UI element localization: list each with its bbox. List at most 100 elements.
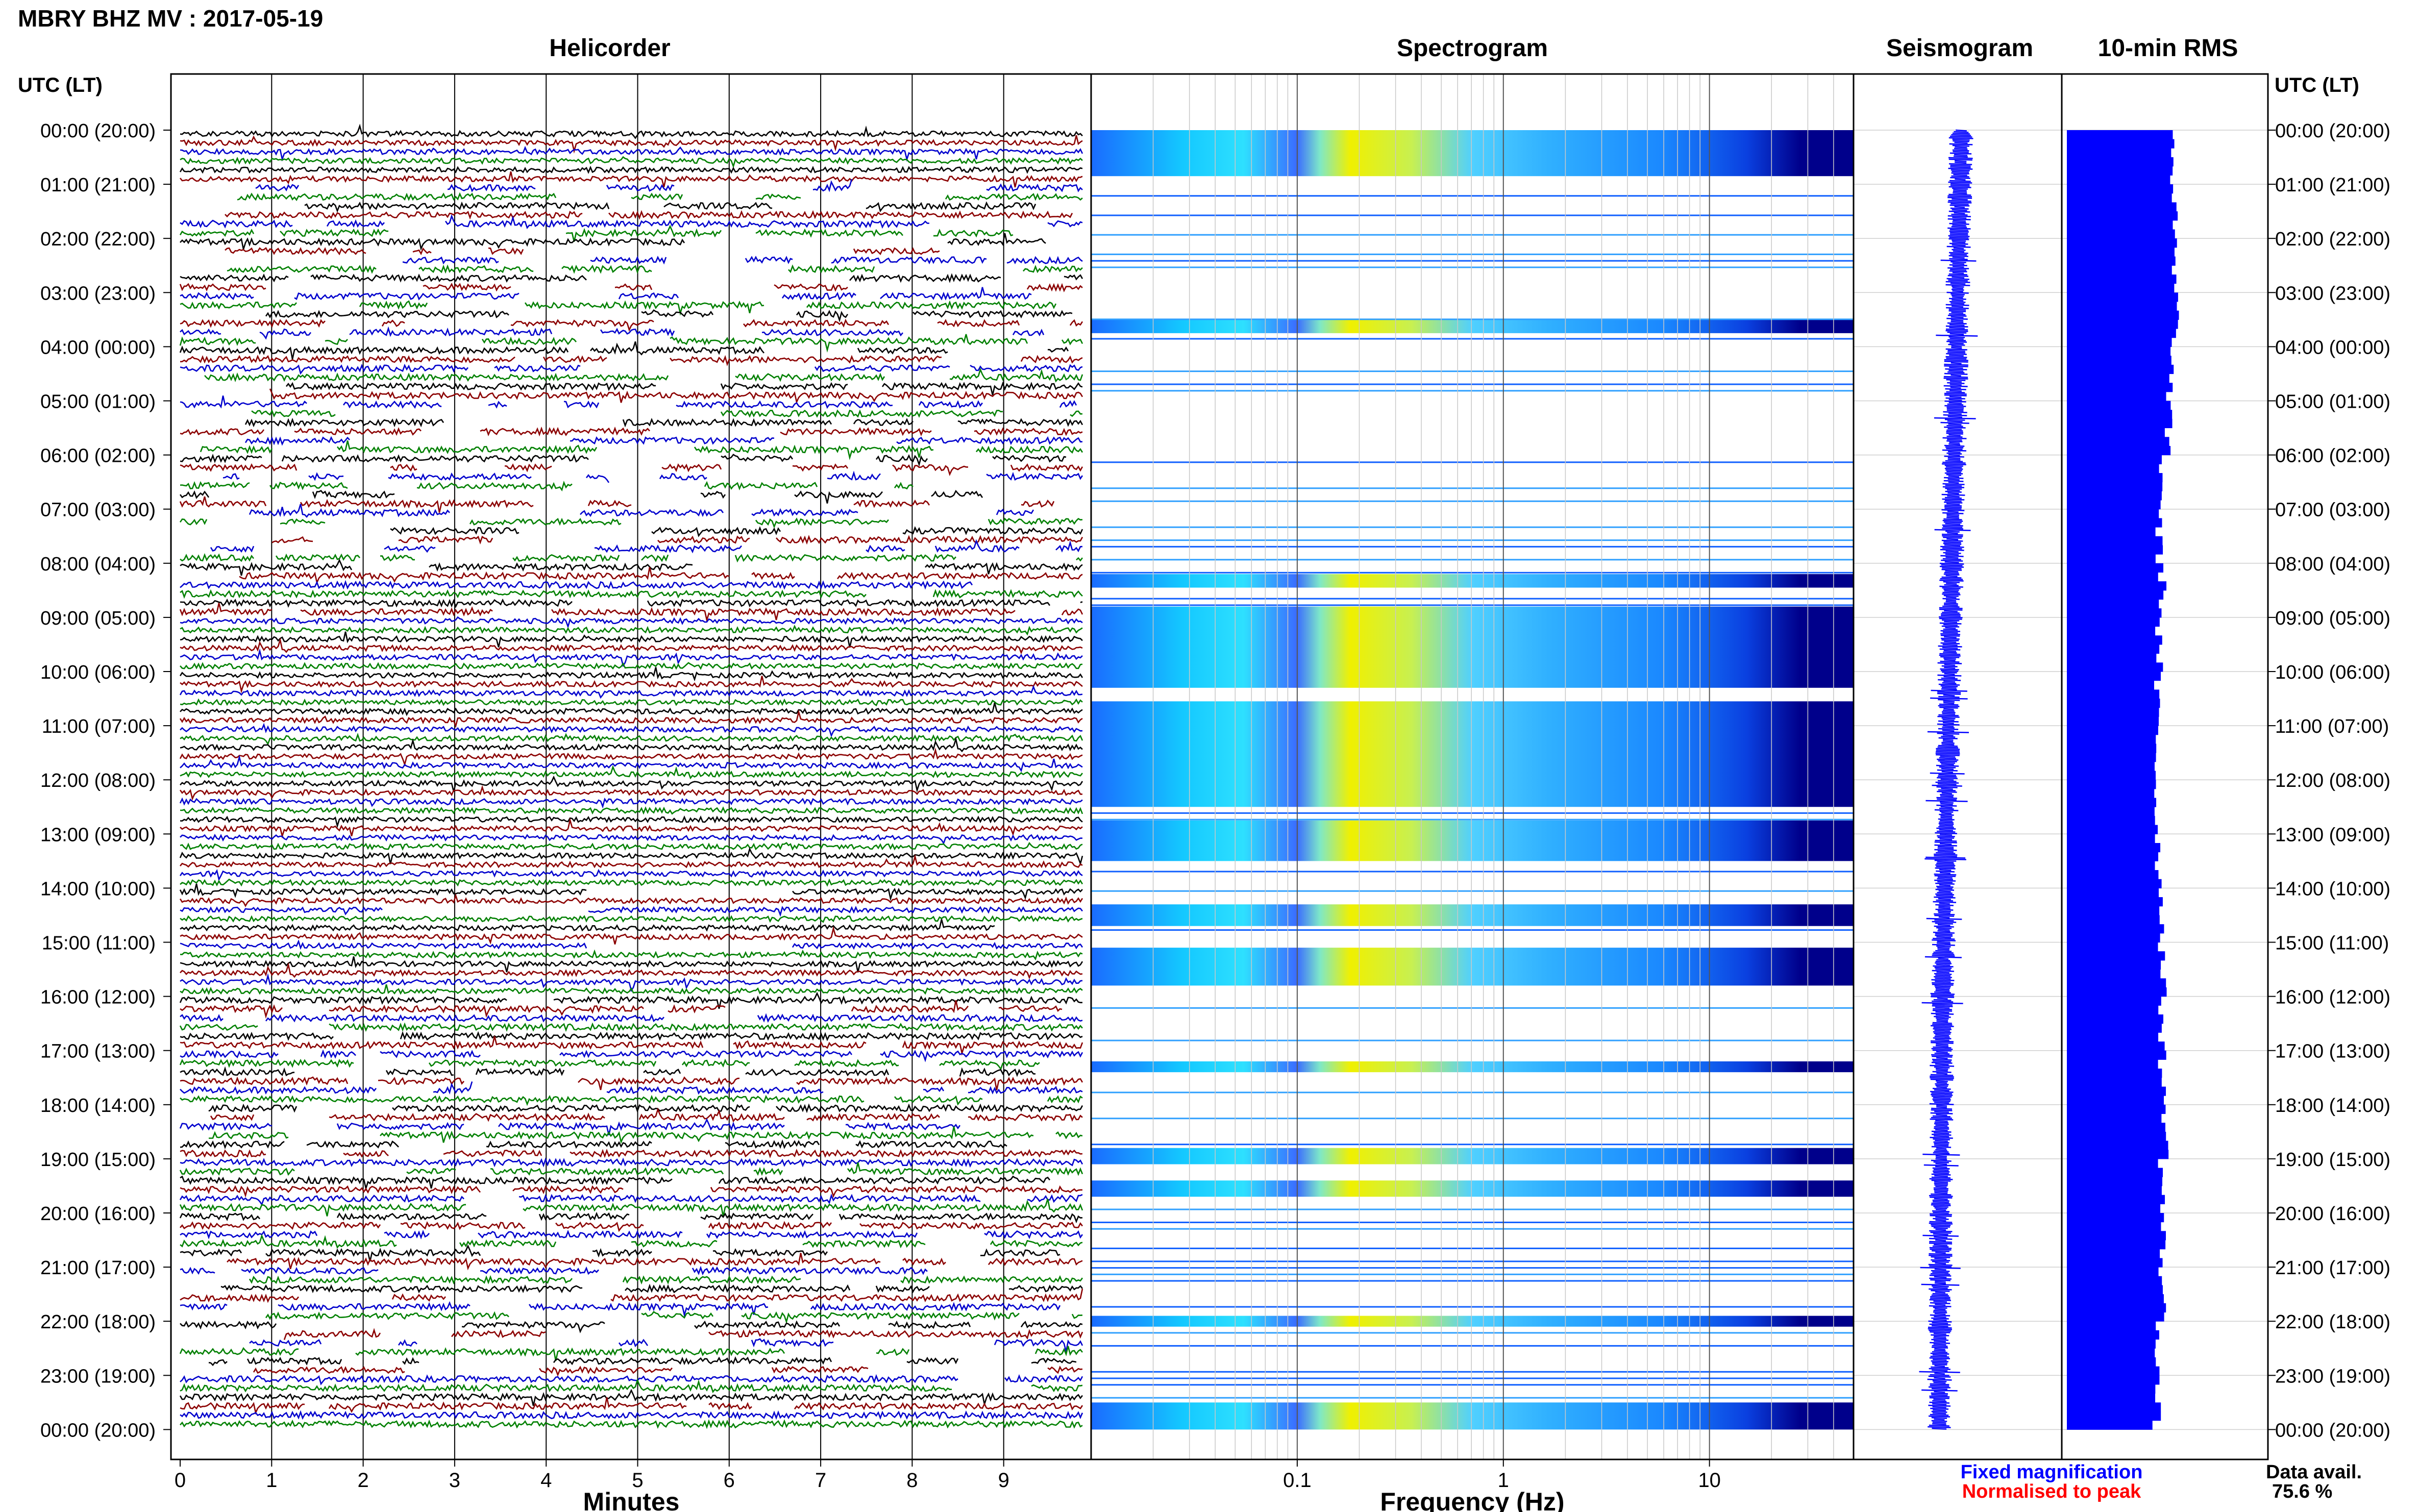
rms-bar [2067, 1375, 2160, 1385]
x-axis-ticks: 0 1 2 3 4 5 6 7 8 9 0.1 1 10 [175, 1459, 1721, 1492]
rms-bar [2067, 1177, 2163, 1186]
time-label-right: 14:00 (10:00) [2275, 878, 2390, 900]
helicorder-trace [180, 300, 1057, 316]
rms-bar [2067, 1249, 2160, 1258]
helicorder-trace [180, 354, 1083, 366]
spectrogram-stripe [1091, 1247, 1854, 1249]
spectrogram-band [1091, 820, 1854, 861]
helicorder-traces [179, 123, 1083, 1429]
rms-bar [2067, 1348, 2155, 1358]
time-label-right: 10:00 (06:00) [2275, 662, 2390, 683]
helicorder-trace [180, 723, 1083, 738]
helicorder-trace [180, 1081, 1083, 1095]
helicorder-trace [237, 192, 1083, 202]
time-label-right: 02:00 (22:00) [2275, 229, 2390, 250]
helicorder-trace [265, 1310, 1083, 1324]
helicorder-trace [253, 1366, 1083, 1377]
rms-bar [2067, 310, 2179, 320]
helicorder-trace [179, 1118, 961, 1135]
helicorder-trace [180, 984, 1083, 995]
helicorder-trace [180, 973, 1083, 993]
time-label-right: 06:00 (02:00) [2275, 445, 2390, 467]
helicorder-trace [180, 949, 1083, 961]
seismogram-trace [1919, 129, 1978, 1430]
helicorder-trace [180, 156, 1083, 169]
spectrogram-stripe [1091, 1397, 1854, 1399]
rms-bar [2067, 662, 2163, 672]
helicorder-trace [179, 992, 1082, 1009]
rms-bar [2067, 238, 2177, 248]
helicorder-trace [179, 893, 1083, 907]
spectrogram-stripe [1091, 1377, 1854, 1379]
helicorder-trace [180, 841, 1083, 851]
time-label-right: 19:00 (15:00) [2275, 1149, 2390, 1171]
rms-bar [2067, 1113, 2162, 1123]
helicorder-trace [265, 309, 1073, 323]
helicorder-trace [180, 1229, 1083, 1240]
rms-bar [2067, 626, 2156, 636]
spectrogram-stripe [1091, 390, 1854, 392]
helicorder-trace [180, 1244, 1060, 1262]
rms-bar [2067, 256, 2176, 266]
spectrogram-stripe [1091, 929, 1854, 931]
helicorder-trace [249, 1338, 1083, 1352]
minute-tick-label: 1 [266, 1469, 277, 1492]
time-label-left: 11:00 (07:00) [42, 716, 156, 737]
helicorder-trace [180, 1049, 1083, 1062]
helicorder-trace [180, 363, 1083, 375]
rms-bar [2067, 1213, 2164, 1223]
rms-bar [2067, 292, 2178, 302]
rms-bar [2067, 1420, 2153, 1430]
helicorder-trace [179, 1162, 1083, 1176]
seismogram-panel [1854, 129, 2062, 1430]
rms-bar [2067, 771, 2156, 780]
spectrogram-stripe [1091, 214, 1854, 216]
rms-bar [2067, 301, 2177, 311]
helicorder-trace [180, 662, 1083, 671]
helicorder-trace [180, 598, 1083, 608]
spectrogram-stripe [1091, 1092, 1854, 1094]
spectrogram-stripe [1091, 572, 1854, 574]
helicorder-trace [180, 580, 973, 590]
rms-bar [2067, 130, 2173, 140]
minutes-axis-label: Minutes [583, 1488, 680, 1512]
rms-bar [2067, 175, 2170, 185]
helicorder-trace [180, 631, 1083, 648]
time-label-left: 14:00 (10:00) [40, 878, 156, 900]
spectrogram-stripe [1091, 1228, 1854, 1230]
rms-bar [2067, 563, 2164, 573]
rms-bar [2067, 1231, 2166, 1241]
rms-bar [2067, 1339, 2156, 1349]
time-label-right: 17:00 (13:00) [2275, 1041, 2390, 1062]
helicorder-trace [179, 489, 983, 504]
rms-bar [2067, 319, 2178, 329]
time-label-left: 00:00 (20:00) [40, 120, 156, 142]
rms-bar [2067, 428, 2165, 437]
rms-bar [2067, 933, 2160, 943]
rms-bar [2067, 743, 2157, 753]
helicorder-trace [180, 1374, 1083, 1385]
helicorder-trace [180, 1266, 928, 1276]
spectrogram-stripe [1091, 1007, 1854, 1009]
time-label-left: 07:00 (03:00) [40, 500, 156, 521]
rms-bar [2067, 1330, 2159, 1340]
rms-bar [2067, 545, 2163, 555]
rms-bar [2067, 644, 2160, 654]
helicorder-trace [180, 817, 1083, 839]
helicorder-trace [180, 754, 1083, 773]
rms-bar [2067, 1168, 2163, 1177]
rms-bar [2067, 1285, 2163, 1295]
helicorder-trace [304, 201, 1036, 213]
helicorder-trace [179, 165, 1083, 174]
rms-bar [2067, 653, 2157, 663]
time-label-left: 08:00 (04:00) [40, 554, 156, 575]
minute-tick-label: 8 [906, 1469, 918, 1492]
helicorder-trace [180, 915, 1083, 923]
helicorder-trace [283, 1328, 1083, 1341]
helicorder-trace [180, 833, 1083, 845]
rms-bar [2067, 1357, 2156, 1367]
data-avail-label: Data avail. [2266, 1461, 2362, 1483]
rms-bar [2067, 509, 2159, 518]
helicorder-trace [180, 625, 1083, 636]
